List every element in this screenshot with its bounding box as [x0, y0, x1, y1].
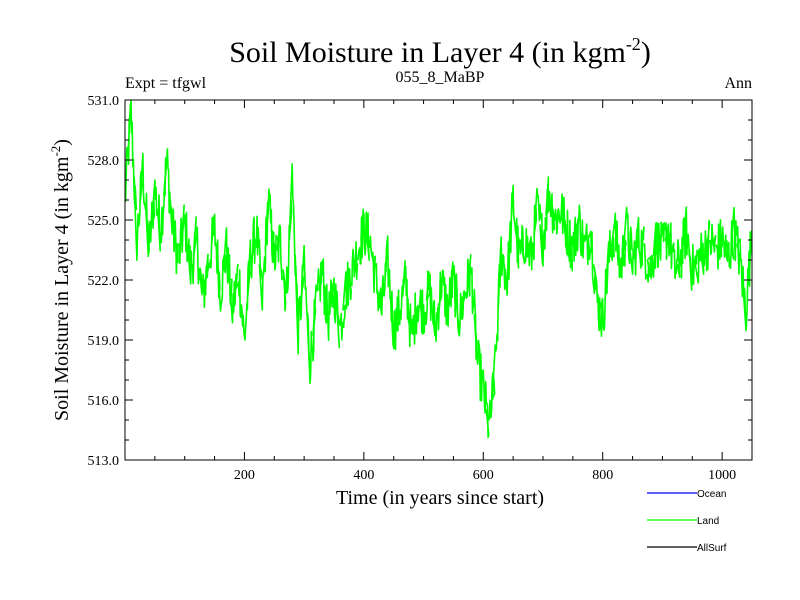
x-tick-label: 200	[234, 468, 255, 483]
subtitle-right: Ann	[724, 75, 752, 92]
subtitle-left: Expt = tfgwl	[125, 75, 207, 92]
x-tick-label: 600	[473, 468, 494, 483]
legend-label-allsurf: AllSurf	[697, 543, 727, 554]
y-tick-label: 516.0	[88, 394, 120, 409]
subtitle-center: 055_8_MaBP	[396, 69, 485, 86]
y-tick-label: 522.0	[88, 274, 120, 289]
x-tick-label: 1000	[708, 468, 736, 483]
legend-label-land: Land	[697, 516, 719, 527]
y-axis-label: Soil Moisture in Layer 4 (in kgm-2)	[48, 139, 73, 421]
legend-label-ocean: Ocean	[697, 489, 726, 500]
y-tick-label: 528.0	[88, 154, 120, 169]
series-line-land	[125, 100, 752, 439]
x-tick-label: 400	[353, 468, 374, 483]
y-tick-label: 531.0	[88, 94, 120, 109]
y-tick-label: 525.0	[88, 214, 120, 229]
legend: Ocean Land AllSurf	[647, 489, 727, 554]
ticks-group: 200 400 600 800 1000 513.0 516.0 519.0 522.0 525.…	[88, 94, 752, 483]
y-tick-label: 513.0	[88, 454, 120, 469]
y-tick-label: 519.0	[88, 334, 120, 349]
x-tick-label: 800	[592, 468, 613, 483]
chart-title: Soil Moisture in Layer 4 (in kgm-2)	[229, 34, 651, 69]
series-group	[125, 100, 752, 439]
x-axis-label: Time (in years since start)	[336, 487, 544, 509]
